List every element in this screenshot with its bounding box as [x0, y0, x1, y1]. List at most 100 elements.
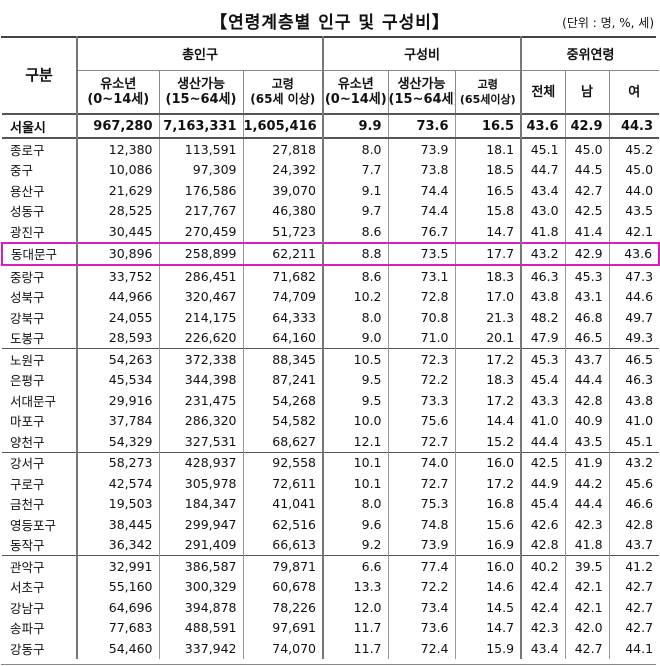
cell-p-working: 73.9	[388, 534, 456, 556]
cell-m-all: 43.2	[520, 241, 566, 266]
cell-m-all: 41.8	[520, 221, 566, 243]
cell-p-working: 72.8	[388, 286, 456, 307]
cell-m-all: 45.4	[520, 369, 566, 390]
cell-working: 327,531	[159, 431, 244, 452]
cell-p-youth: 6.6	[322, 555, 389, 577]
cell-m-all: 42.4	[520, 576, 566, 597]
table-row: 금천구 19,503 184,347 41,041 8.0 75.3 16.8 45.4 44.…	[2, 493, 659, 514]
cell-youth: 28,525	[77, 200, 160, 221]
cell-elderly: 74,070	[243, 638, 324, 659]
cell-elderly: 92,558	[243, 451, 324, 473]
cell-p-youth: 8.0	[322, 493, 389, 514]
cell-working: 214,175	[159, 307, 244, 328]
cell-p-working: 73.9	[388, 137, 456, 160]
table-row: 서대문구 29,916 231,475 54,268 9.5 73.3 17.2 43.3 42…	[2, 390, 659, 411]
cell-elderly: 27,818	[243, 137, 324, 160]
table-row: 마포구 37,784 286,320 54,582 10.0 75.6 14.4 41.0 40…	[2, 410, 659, 431]
cell-m-all: 43.4	[520, 638, 566, 659]
cell-p-youth: 9.2	[322, 534, 389, 556]
header-elderly: 고령 (65세 이상)	[243, 70, 324, 115]
cell-p-elderly: 17.2	[455, 390, 522, 411]
cell-youth: 33,752	[77, 265, 160, 287]
cell-p-working: 77.4	[388, 555, 456, 577]
cell-m-all: 45.3	[520, 348, 566, 370]
cell-p-youth: 12.0	[322, 597, 389, 618]
cell-p-elderly: 21.3	[455, 307, 522, 328]
district-name: 중구	[2, 159, 78, 180]
district-name: 동작구	[2, 534, 78, 556]
cell-p-working: 73.1	[388, 265, 456, 287]
cell-p-elderly: 16.5	[455, 180, 522, 201]
cell-m-male: 42.5	[565, 200, 610, 221]
table-row: 구로구 42,574 305,978 72,611 10.1 72.7 17.2 44.9 44…	[2, 473, 659, 494]
header-median-all: 전체	[520, 70, 566, 115]
cell-p-working: 73.8	[388, 159, 456, 180]
cell-working: 286,320	[159, 410, 244, 431]
cell-m-female: 43.8	[625, 392, 654, 408]
cell-m-all: 43.0	[520, 200, 566, 221]
cell-p-working: 72.7	[388, 431, 456, 452]
cell-elderly: 62,211	[243, 241, 324, 266]
cell-p-elderly: 18.3	[455, 265, 522, 287]
cell-p-elderly: 18.3	[455, 369, 522, 390]
cell-p-youth: 9.1	[322, 180, 389, 201]
cell-m-female: 44.6	[625, 289, 654, 305]
district-name: 금천구	[2, 493, 78, 514]
table-row: 동대문구 30,896 258,899 62,211 8.8 73.5 17.7 43.2 42…	[1, 241, 660, 266]
cell-p-working: 72.4	[388, 638, 456, 659]
district-name: 중랑구	[2, 265, 78, 287]
table-row: 양천구 54,329 327,531 68,627 12.1 72.7 15.2 44.4 43…	[2, 431, 659, 452]
cell-m-all: 48.2	[520, 307, 566, 328]
cell-m-female: 47.3	[625, 268, 654, 284]
cell-m-male: 46.8	[565, 307, 610, 328]
cell-youth: 21,629	[77, 180, 160, 201]
cell-m-all: 42.8	[520, 534, 566, 556]
header-composition: 구성비	[322, 36, 522, 71]
cell-m-female: 43.2	[609, 451, 660, 473]
cell-p-working: 73.6	[388, 617, 456, 638]
table-row-total: 서울시 967,280 7,163,331 1,605,416 9.9 73.6 16.5 4…	[2, 113, 660, 138]
cell-m-male: 42.1	[565, 576, 610, 597]
cell-working: 7,163,331	[159, 113, 244, 138]
cell-p-youth: 10.1	[322, 451, 389, 473]
cell-p-elderly: 16.0	[455, 555, 522, 577]
cell-p-working: 72.2	[388, 576, 456, 597]
cell-working: 300,329	[159, 576, 244, 597]
cell-youth: 54,329	[77, 431, 160, 452]
cell-p-youth: 9.9	[322, 113, 389, 138]
cell-p-working: 74.4	[388, 180, 456, 201]
cell-working: 337,942	[159, 638, 244, 659]
district-name: 성동구	[2, 200, 78, 221]
cell-p-working: 73.4	[388, 597, 456, 618]
cell-elderly: 54,582	[243, 410, 324, 431]
cell-youth: 42,574	[77, 473, 160, 494]
cell-p-elderly: 16.9	[455, 534, 522, 556]
cell-p-youth: 11.7	[322, 617, 389, 638]
table-row: 서초구 55,160 300,329 60,678 13.3 72.2 14.6 42.4 42…	[2, 576, 659, 597]
cell-m-female: 43.7	[625, 537, 654, 553]
cell-m-all: 42.3	[520, 617, 566, 638]
cell-m-all: 40.2	[520, 555, 566, 577]
cell-p-youth: 10.1	[322, 473, 389, 494]
cell-m-all: 43.6	[520, 113, 566, 138]
district-name: 구로구	[2, 473, 78, 494]
cell-working: 231,475	[159, 390, 244, 411]
cell-m-all: 44.7	[520, 159, 566, 180]
cell-m-male: 42.3	[565, 514, 610, 535]
cell-m-all: 42.4	[520, 597, 566, 618]
cell-elderly: 97,691	[243, 617, 324, 638]
cell-youth: 55,160	[77, 576, 160, 597]
cell-elderly: 41,041	[243, 493, 324, 514]
cell-m-female: 43.5	[625, 203, 654, 219]
cell-m-all: 43.8	[520, 286, 566, 307]
cell-working: 97,309	[159, 159, 244, 180]
table-row: 성북구 44,966 320,467 74,709 10.2 72.8 17.0 43.8 43…	[2, 286, 659, 307]
district-name: 강북구	[2, 307, 78, 328]
district-name: 강남구	[2, 597, 78, 618]
cell-p-working: 76.7	[388, 221, 456, 243]
cell-m-female: 42.1	[625, 223, 654, 239]
cell-m-female: 45.2	[609, 137, 660, 160]
cell-m-male: 43.1	[565, 286, 610, 307]
cell-youth: 10,086	[77, 159, 160, 180]
cell-youth: 19,503	[77, 493, 160, 514]
